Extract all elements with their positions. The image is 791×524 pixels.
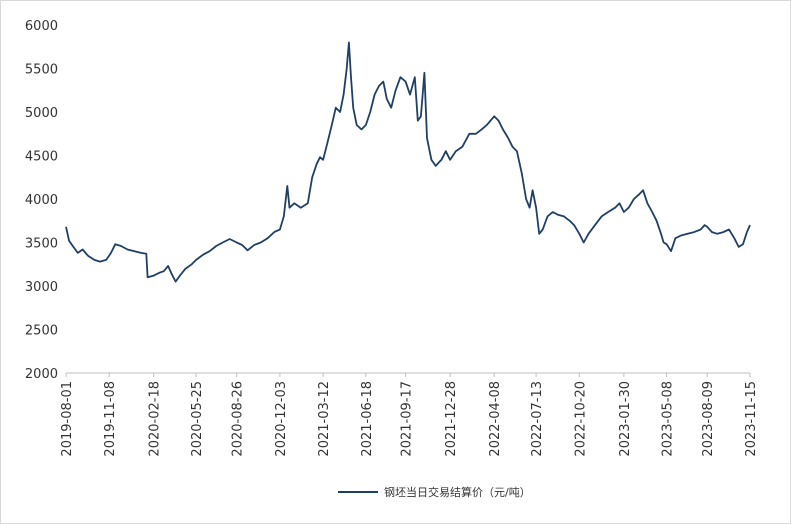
series-line — [65, 41, 751, 283]
y-tick-label: 3000 — [25, 280, 58, 295]
x-tick-label: 2021-09-17 — [400, 381, 415, 457]
series-lines — [65, 41, 751, 283]
x-tick-label: 2022-10-20 — [573, 381, 588, 457]
x-tick-label: 2020-08-26 — [231, 381, 246, 457]
legend: 钢坯当日交易结算价（元/吨） — [338, 485, 531, 499]
x-tick-label: 2022-07-13 — [530, 381, 545, 457]
x-tick-label: 2019-08-01 — [60, 381, 75, 457]
y-tick-label: 4000 — [25, 193, 58, 208]
y-tick-label: 5500 — [25, 63, 58, 78]
x-tick-label: 2023-08-09 — [701, 381, 716, 457]
legend-label: 钢坯当日交易结算价（元/吨） — [384, 485, 531, 499]
x-tick-label: 2021-03-12 — [317, 381, 332, 457]
y-axis: 2000 2500 3000 3500 4000 4500 5000 5500 6000 — [25, 19, 58, 382]
y-tick-label: 3500 — [25, 237, 58, 252]
y-tick-label: 2000 — [25, 367, 58, 382]
x-tick-label: 2021-12-28 — [444, 381, 459, 457]
y-tick-label: 5000 — [25, 106, 58, 121]
x-tick-label: 2023-11-15 — [744, 381, 759, 457]
y-tick-label: 2500 — [25, 324, 58, 339]
x-tick-label: 2022-04-08 — [488, 381, 503, 457]
x-tick-label: 2020-02-18 — [148, 381, 163, 457]
y-tick-label: 6000 — [25, 19, 58, 34]
x-axis: 2019-08-01 2019-11-08 2020-02-18 2020-05-25… — [60, 372, 759, 457]
x-tick-label: 2020-12-03 — [274, 381, 289, 457]
x-tick-label: 2023-05-08 — [661, 381, 676, 457]
x-tick-label: 2023-01-30 — [618, 381, 633, 457]
x-tick-label: 2019-11-08 — [103, 381, 118, 457]
x-tick-label: 2020-05-25 — [190, 381, 205, 457]
y-tick-label: 4500 — [25, 150, 58, 165]
x-tick-label: 2021-06-18 — [360, 381, 375, 457]
